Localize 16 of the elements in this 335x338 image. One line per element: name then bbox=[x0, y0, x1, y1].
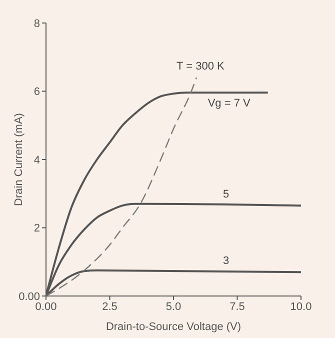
series-label: 5 bbox=[222, 188, 230, 201]
x-tick-label: 10.0 bbox=[290, 300, 312, 313]
x-axis-title: Drain-to-Source Voltage (V) bbox=[106, 321, 242, 333]
y-axis-title: Drain Current (mA) bbox=[12, 113, 25, 206]
x-tick-label: 2.5 bbox=[102, 300, 118, 313]
x-tick-label: 5.0 bbox=[166, 300, 182, 313]
y-tick-label: 0.00 bbox=[18, 290, 40, 303]
series-label: Vg = 7 V bbox=[208, 98, 252, 110]
y-tick-label: 6 bbox=[34, 86, 40, 98]
y-tick-label: 4 bbox=[34, 154, 40, 166]
series-label: T = 300 K bbox=[176, 60, 226, 73]
series-label: 3 bbox=[222, 255, 230, 268]
y-tick-label: 8 bbox=[34, 18, 40, 30]
line-series bbox=[46, 77, 198, 296]
x-tick-label: 7.5 bbox=[230, 300, 245, 313]
y-tick-label: 2 bbox=[34, 222, 40, 235]
